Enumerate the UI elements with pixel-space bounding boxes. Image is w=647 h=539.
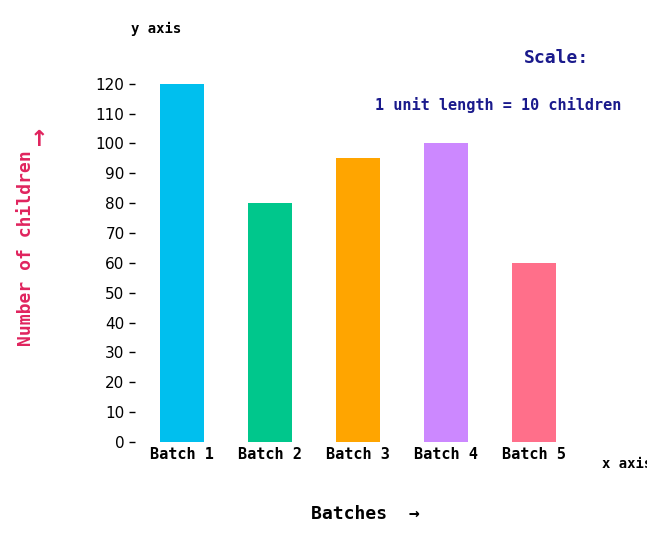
Bar xyxy=(512,263,556,442)
Bar xyxy=(160,84,204,442)
Text: ↑: ↑ xyxy=(30,130,48,150)
Bar xyxy=(424,143,468,442)
Text: x axis: x axis xyxy=(602,457,647,471)
Text: Batches  →: Batches → xyxy=(311,505,420,523)
Text: Number of children: Number of children xyxy=(17,150,35,346)
Text: 1 unit length = 10 children: 1 unit length = 10 children xyxy=(375,97,621,113)
Text: y axis: y axis xyxy=(131,22,181,36)
Bar xyxy=(336,158,380,442)
Text: Scale:: Scale: xyxy=(523,49,589,66)
Bar xyxy=(248,203,292,442)
